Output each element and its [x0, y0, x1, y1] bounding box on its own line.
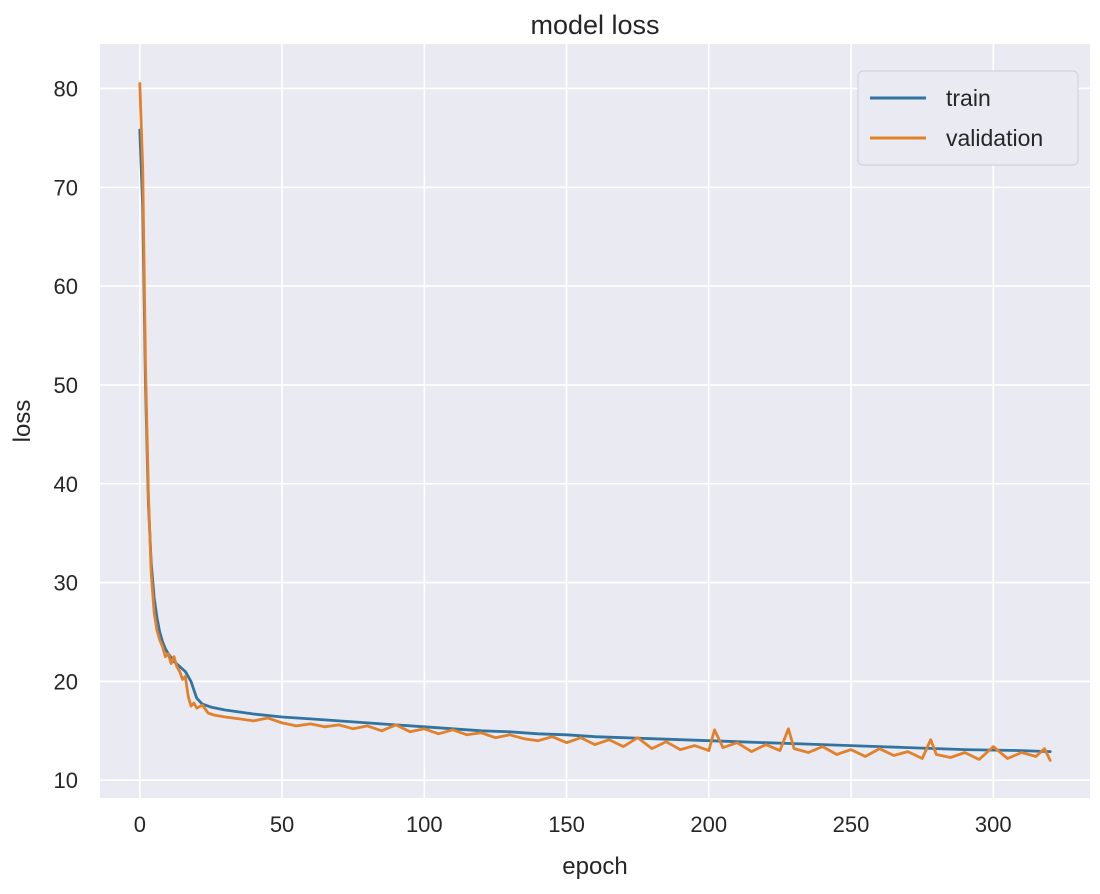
- x-tick-label: 50: [270, 812, 294, 837]
- series-line-train: [138, 128, 1052, 753]
- x-tick-label: 200: [690, 812, 727, 837]
- y-tick-label: 20: [54, 669, 78, 694]
- y-tick-label: 30: [54, 571, 78, 596]
- grid: [100, 44, 1090, 798]
- x-tick-label: 300: [975, 812, 1012, 837]
- y-tick-label: 40: [54, 472, 78, 497]
- x-tick-label: 250: [833, 812, 870, 837]
- y-tick-label: 70: [54, 175, 78, 200]
- y-tick-label: 10: [54, 768, 78, 793]
- y-tick-label: 80: [54, 76, 78, 101]
- legend-box: [857, 70, 1079, 166]
- legend: train validation: [857, 70, 1079, 166]
- legend-label-validation: validation: [946, 125, 1043, 151]
- x-tick-label: 100: [406, 812, 443, 837]
- series-lines: [138, 82, 1052, 762]
- tick-labels: 0 50 100 150 200 250 300 10 20 30 40 50 60 70 80: [54, 76, 1012, 837]
- plot-background: [100, 44, 1090, 798]
- x-tick-label: 150: [548, 812, 585, 837]
- y-tick-label: 60: [54, 274, 78, 299]
- y-tick-label: 50: [54, 373, 78, 398]
- series-line-validation: [138, 82, 1052, 762]
- y-axis-label: loss: [9, 400, 36, 443]
- x-axis-label: epoch: [562, 853, 627, 880]
- chart-title: model loss: [530, 10, 659, 40]
- legend-label-train: train: [946, 85, 991, 111]
- x-tick-label: 0: [134, 812, 146, 837]
